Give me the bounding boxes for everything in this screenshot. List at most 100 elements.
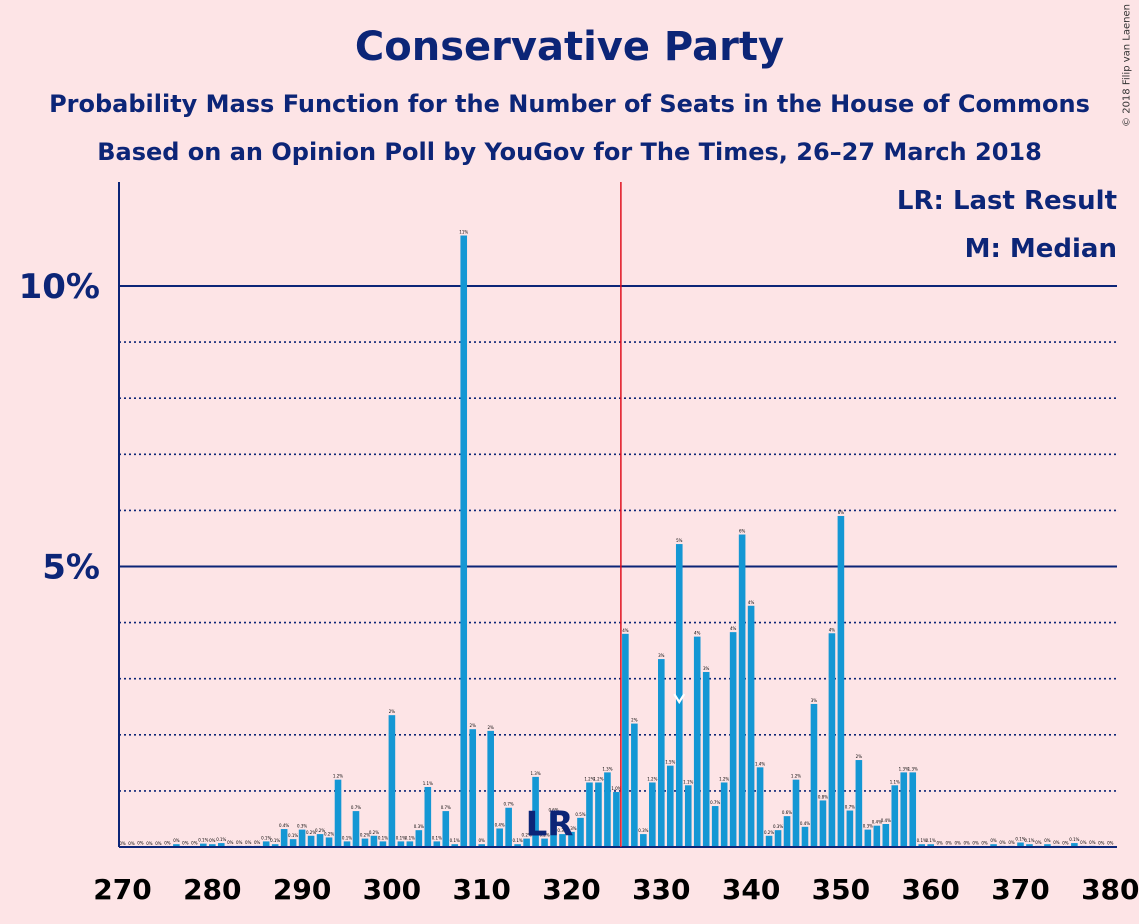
bar (487, 730, 494, 847)
bar-data-label: 0.1% (917, 838, 927, 843)
bar (801, 826, 809, 847)
bar (1026, 844, 1033, 847)
bar (595, 782, 602, 847)
bar-data-label: 0% (479, 838, 486, 843)
bar-data-label: 0.7% (441, 805, 451, 810)
bar (864, 829, 872, 847)
bar (316, 834, 324, 847)
bar-data-label: 0% (146, 841, 153, 846)
y-tick-label: 10% (19, 267, 100, 307)
bar-data-label: 0% (245, 840, 252, 845)
bar (909, 772, 917, 847)
bar-data-label: 1.0% (611, 786, 621, 791)
x-tick-label: 340 (722, 873, 780, 906)
x-tick-label: 270 (93, 873, 151, 906)
bar (568, 831, 575, 847)
bar (756, 767, 764, 847)
bar (173, 844, 180, 847)
bar (209, 844, 216, 847)
bar-data-label: 0% (999, 840, 1006, 845)
bar (774, 830, 782, 847)
bar (541, 838, 548, 847)
bar-data-label: 0.4% (279, 823, 289, 828)
bar-data-label: 0% (963, 840, 970, 845)
bar (631, 723, 638, 847)
bar (693, 636, 701, 847)
bar-data-label: 0% (1098, 840, 1105, 845)
bar-data-label: 0.3% (773, 824, 783, 829)
chart-title: Conservative Party (354, 24, 785, 70)
bar (837, 516, 845, 847)
chart-source-line: Based on an Opinion Poll by YouGov for T… (97, 138, 1042, 166)
bar-data-label: 0% (954, 840, 961, 845)
bar-data-label: 1.2% (791, 774, 801, 779)
bars (137, 235, 1114, 847)
bar (658, 659, 665, 847)
bar (406, 841, 414, 847)
bar (792, 779, 800, 847)
bar-data-label: 0.6% (548, 807, 558, 812)
bar-data-label: 0.3% (297, 824, 307, 829)
bar (370, 835, 378, 847)
bar-data-label: 0.1% (1069, 837, 1079, 842)
bar (496, 828, 503, 847)
bar-data-label: 11% (459, 230, 468, 235)
bar-data-label: 0% (182, 840, 189, 845)
bar (855, 760, 863, 847)
bar-data-label: 0% (137, 840, 144, 845)
bar-data-label: 0.3% (566, 826, 576, 831)
bar-data-label: 2% (470, 723, 477, 728)
bar (352, 811, 360, 847)
bar-data-label: 4% (829, 627, 836, 632)
bar (586, 782, 593, 847)
bar-data-label: 3% (811, 698, 818, 703)
bar-data-label: 1.1% (683, 779, 693, 784)
bar (415, 830, 423, 847)
bar-data-label: 1.3% (530, 771, 540, 776)
bar (738, 534, 746, 847)
bar-data-label: 2% (488, 725, 495, 730)
bar-data-label: 0.1% (198, 838, 208, 843)
bar-data-label: 0% (254, 840, 261, 845)
bar (675, 544, 683, 847)
gridlines (119, 285, 1117, 792)
bar (846, 810, 854, 847)
bar (550, 813, 557, 847)
bar-data-label: 0.2% (306, 830, 316, 835)
bar-data-label: 0% (1107, 840, 1114, 845)
bar-data-label: 0.1% (396, 835, 406, 840)
bar (622, 633, 629, 847)
bar (361, 838, 369, 847)
median-marker (673, 693, 686, 705)
bar-data-label: 0.7% (504, 802, 514, 807)
bar (666, 765, 674, 847)
bar-data-label: 5% (676, 538, 683, 543)
bar (307, 835, 315, 847)
bar-data-label: 0.8% (818, 794, 828, 799)
bar-data-label: 0% (1035, 840, 1042, 845)
bar-data-label: 4% (622, 628, 629, 633)
bar (927, 844, 934, 847)
bar (882, 823, 890, 847)
bar-data-label: 1.2% (593, 776, 603, 781)
bar-data-label: 1.5% (665, 760, 675, 765)
bar-data-label: 1.1% (423, 781, 433, 786)
x-tick-label: 320 (542, 873, 600, 906)
x-tick-label: 370 (991, 873, 1049, 906)
bar-data-label: 4% (730, 626, 737, 631)
bar-data-label: 0% (119, 841, 126, 846)
y-tick-label: 5% (42, 548, 100, 588)
bar (577, 817, 584, 847)
bar (262, 841, 270, 847)
bar-data-label: 0.1% (405, 835, 415, 840)
bar-data-label: 0.3% (638, 828, 648, 833)
legend-median: M: Median (965, 234, 1117, 264)
bar-data-label: 0% (972, 840, 979, 845)
bar-data-label: 1.3% (602, 766, 612, 771)
bar-data-label: 0.2% (315, 828, 325, 833)
x-tick-label: 380 (1081, 873, 1139, 906)
bar-data-label: 0% (1062, 840, 1069, 845)
bar-data-label: 0.2% (360, 833, 370, 838)
bar (810, 703, 818, 847)
bar-data-label: 0.1% (1015, 837, 1025, 842)
